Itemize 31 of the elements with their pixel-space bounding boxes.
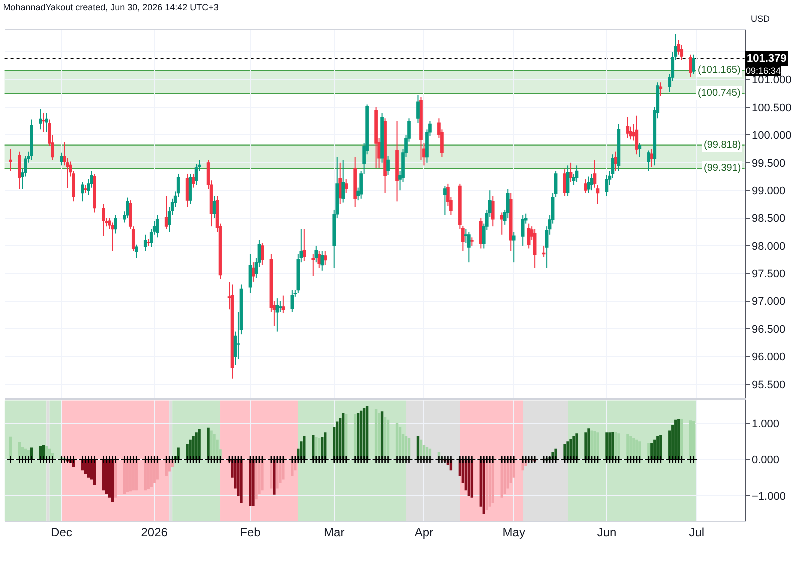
x-tick-label: 2026	[141, 525, 168, 540]
ref-line-label: (100.745)	[698, 88, 741, 99]
y-tick-label: 100.000	[752, 130, 792, 142]
x-tick-label: Apr	[414, 525, 434, 540]
y-tick-label: 100.500	[752, 102, 792, 114]
ref-line-label: (101.165)	[698, 65, 741, 76]
x-tick-label: Jun	[597, 525, 617, 540]
y-tick-label: 99.500	[752, 158, 786, 170]
y-tick-label: 97.000	[752, 296, 786, 308]
y-tick-label: 98.500	[752, 213, 786, 226]
y-axis-title: USD	[751, 14, 770, 24]
text: 09:16:34	[746, 66, 782, 76]
x-tick-label: Feb	[240, 525, 262, 540]
y-tick-label: 97.500	[752, 268, 786, 280]
ref-line-label: (99.818)	[704, 140, 742, 151]
x-tick-label: Mar	[324, 525, 345, 540]
y-tick-label: 95.500	[752, 379, 786, 392]
x-tick-label: Jul	[689, 525, 705, 540]
ref-line-label: (99.391)	[704, 163, 742, 174]
y-tick-label: 96.500	[752, 324, 786, 336]
y-tick-label: −1.000	[752, 490, 786, 503]
y-tick-label: 99.000	[752, 185, 786, 198]
y-tick-label: 0.000	[752, 454, 780, 467]
ref-line-label: 101.379	[747, 53, 787, 65]
y-tick-label: 101.000	[752, 74, 792, 87]
y-tick-label: 1.000	[752, 418, 780, 430]
chart-title: MohannadYakout created, Jun 30, 2026 14:42 UTC+3	[3, 2, 219, 12]
x-tick-label: May	[502, 525, 526, 540]
y-tick-label: 98.000	[752, 240, 786, 253]
y-tick-label: 96.000	[752, 352, 786, 364]
x-tick-label: Dec	[51, 525, 72, 540]
